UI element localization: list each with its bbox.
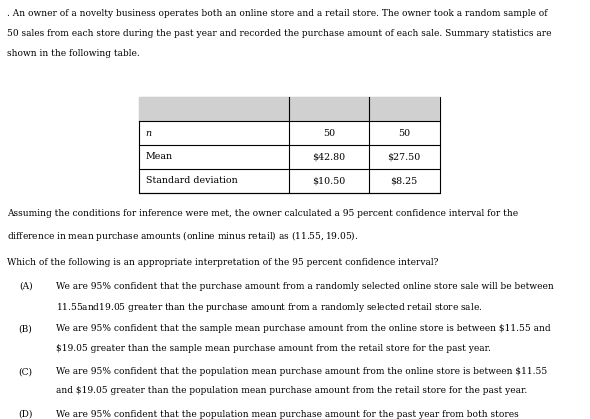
Text: difference in mean purchase amounts (online minus retail) as ($11.55, $19.05).: difference in mean purchase amounts (onl… xyxy=(7,229,358,243)
Bar xyxy=(139,97,440,193)
Text: Standard deviation: Standard deviation xyxy=(146,176,238,185)
Text: Retail: Retail xyxy=(388,105,420,114)
Text: Which of the following is an appropriate interpretation of the 95 percent confid: Which of the following is an appropriate… xyxy=(7,258,438,267)
Text: Online: Online xyxy=(312,105,346,114)
Text: n: n xyxy=(146,129,152,137)
Text: shown in the following table.: shown in the following table. xyxy=(7,49,140,58)
Text: $27.50: $27.50 xyxy=(388,153,421,161)
Text: $19.05 greater than the sample mean purchase amount from the retail store for th: $19.05 greater than the sample mean purc… xyxy=(56,344,491,352)
Text: $42.80: $42.80 xyxy=(312,153,346,161)
Text: Assuming the conditions for inference were met, the owner calculated a 95 percen: Assuming the conditions for inference we… xyxy=(7,209,518,217)
Text: $11.55 and $19.05 greater than the purchase amount from a randomly selected reta: $11.55 and $19.05 greater than the purch… xyxy=(56,301,483,314)
Text: 50 sales from each store during the past year and recorded the purchase amount o: 50 sales from each store during the past… xyxy=(7,29,552,38)
Text: (D): (D) xyxy=(18,410,32,419)
Text: 50: 50 xyxy=(323,129,335,137)
Text: . An owner of a novelty business operates both an online store and a retail stor: . An owner of a novelty business operate… xyxy=(7,9,548,18)
Text: We are 95% confident that the purchase amount from a randomly selected online st: We are 95% confident that the purchase a… xyxy=(56,282,554,290)
Text: (C): (C) xyxy=(18,367,32,376)
Text: We are 95% confident that the population mean purchase amount for the past year : We are 95% confident that the population… xyxy=(56,410,519,419)
Text: (B): (B) xyxy=(19,324,32,333)
Bar xyxy=(139,97,440,121)
Text: and $19.05 greater than the population mean purchase amount from the retail stor: and $19.05 greater than the population m… xyxy=(56,386,527,395)
Text: We are 95% confident that the population mean purchase amount from the online st: We are 95% confident that the population… xyxy=(56,367,548,376)
Text: Mean: Mean xyxy=(146,153,173,161)
Text: 50: 50 xyxy=(398,129,410,137)
Text: $10.50: $10.50 xyxy=(312,176,346,185)
Text: We are 95% confident that the sample mean purchase amount from the online store : We are 95% confident that the sample mea… xyxy=(56,324,550,333)
Text: (A): (A) xyxy=(19,282,32,290)
Text: $8.25: $8.25 xyxy=(391,176,418,185)
